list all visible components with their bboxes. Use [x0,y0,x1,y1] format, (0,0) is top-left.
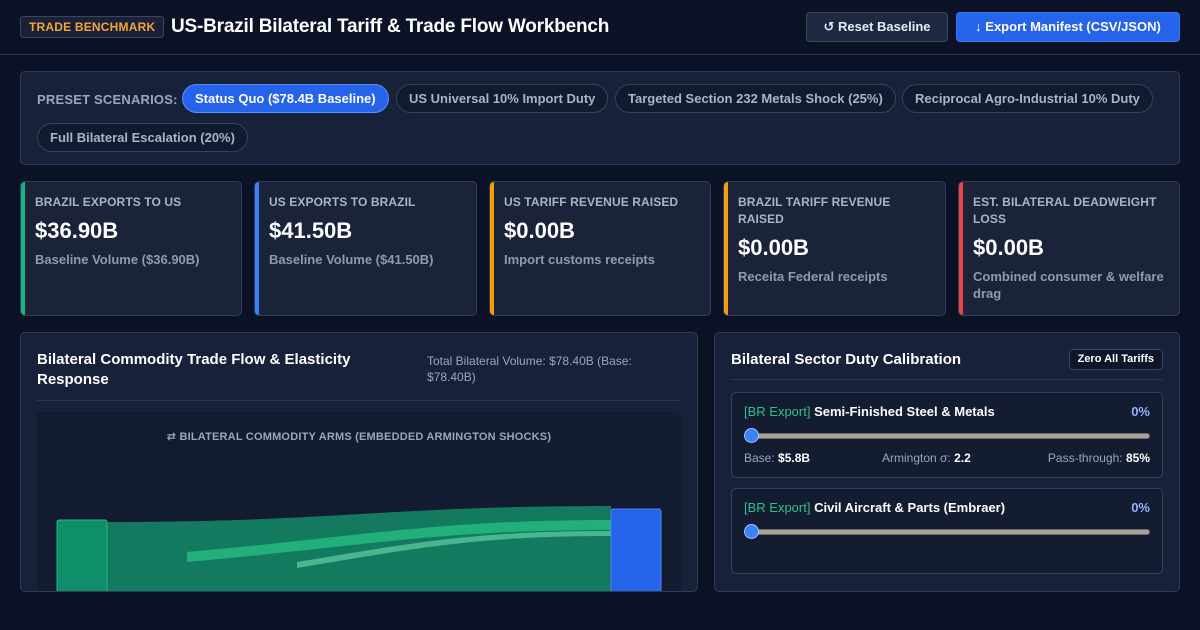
kpi-brazil-tariff-revenue: BRAZIL TARIFF REVENUE RAISED $0.00B Rece… [723,181,946,316]
kpi-subtext: Baseline Volume ($36.90B) [35,252,200,267]
sector-title: [BR Export] Semi-Finished Steel & Metals [744,404,995,419]
sector-duty-pct: 0% [1131,500,1150,515]
kpi-label: BRAZIL TARIFF REVENUE RAISED [738,195,891,226]
sankey-caption: ⇄ BILATERAL COMMODITY ARMS (EMBEDDED ARM… [166,431,552,443]
sector-title: [BR Export] Civil Aircraft & Parts (Embr… [744,500,1005,515]
kpi-subtext: Import customs receipts [504,252,655,267]
kpi-accent-bar [255,182,259,315]
kpi-us-exports: US EXPORTS TO BRAZIL $41.50B Baseline Vo… [254,181,477,316]
armington-label: Armington σ: [882,451,951,465]
brand-badge: TRADE BENCHMARK [20,16,165,38]
base-label: Base: [744,451,775,465]
preset-chip-status-quo[interactable]: Status Quo ($78.4B Baseline) [182,84,389,113]
kpi-label: EST. BILATERAL DEADWEIGHT LOSS [973,195,1157,226]
sector-tag: [BR Export] [744,500,811,515]
node-brazil [56,519,108,591]
preset-scenarios-panel: PRESET SCENARIOS: Status Quo ($78.4B Bas… [20,71,1180,165]
kpi-subtext: Baseline Volume ($41.50B) [269,252,434,267]
presets-label: PRESET SCENARIOS: [37,92,178,107]
kpi-us-tariff-revenue: US TARIFF REVENUE RAISED $0.00B Import c… [489,181,711,316]
kpi-deadweight-loss: EST. BILATERAL DEADWEIGHT LOSS $0.00B Co… [958,181,1180,316]
base-value: $5.8B [778,451,811,465]
kpi-subtext: Receita Federal receipts [738,269,888,284]
kpi-value: $36.90B [35,218,119,243]
trade-flow-panel: Bilateral Commodity Trade Flow & Elastic… [20,332,698,592]
kpi-value: $0.00B [973,235,1044,260]
top-bar: TRADE BENCHMARK US-Brazil Bilateral Tari… [0,0,1200,55]
kpi-label: US EXPORTS TO BRAZIL [269,195,416,209]
duty-slider-track[interactable] [746,433,1150,439]
sector-pass-through: Pass-through: 85% [1048,451,1150,465]
app-title: US-Brazil Bilateral Tariff & Trade Flow … [171,16,610,37]
preset-chip-us-universal-duty[interactable]: US Universal 10% Import Duty [396,84,609,113]
kpi-label: BRAZIL EXPORTS TO US [35,195,182,209]
kpi-brazil-exports: BRAZIL EXPORTS TO US $36.90B Baseline Vo… [20,181,242,316]
preset-chip-full-escalation[interactable]: Full Bilateral Escalation (20%) [37,123,248,152]
zero-all-tariffs-button[interactable]: Zero All Tariffs [1068,349,1163,370]
kpi-accent-bar [724,182,728,315]
kpi-label: US TARIFF REVENUE RAISED [504,195,679,209]
sankey-flow-area: ⇄ BILATERAL COMMODITY ARMS (EMBEDDED ARM… [37,412,681,591]
trade-flow-title: Bilateral Commodity Trade Flow & Elastic… [37,351,351,388]
duty-slider-thumb[interactable] [744,524,759,539]
kpi-value: $41.50B [269,218,353,243]
preset-chip-section-232[interactable]: Targeted Section 232 Metals Shock (25%) [615,84,896,113]
duty-slider-thumb[interactable] [744,428,759,443]
sector-base: Base: $5.8B [744,451,810,465]
sector-name: Civil Aircraft & Parts (Embraer) [814,500,1006,515]
kpi-accent-bar [21,182,25,315]
duty-calibration-title: Bilateral Sector Duty Calibration [731,351,962,368]
flow-band-agro [297,531,611,568]
flow-band-aircraft [187,520,611,562]
flow-band-steel [107,506,611,591]
duty-slider-track[interactable] [746,529,1150,535]
panel-divider [37,400,681,401]
kpi-accent-bar [490,182,494,315]
sector-card-aircraft: [BR Export] Civil Aircraft & Parts (Embr… [731,488,1163,574]
duty-calibration-panel: Bilateral Sector Duty Calibration Zero A… [714,332,1180,592]
node-us [610,508,662,591]
pass-through-value: 85% [1125,451,1150,465]
sector-armington: Armington σ: 2.2 [882,451,971,465]
panel-divider [731,379,1163,380]
reset-baseline-button[interactable]: ↺ Reset Baseline [806,12,948,42]
kpi-subtext: Combined consumer & welfare drag [973,269,1164,301]
kpi-accent-bar [959,182,963,315]
sector-duty-pct: 0% [1131,404,1150,419]
sector-name: Semi-Finished Steel & Metals [814,404,995,419]
kpi-value: $0.00B [504,218,575,243]
preset-chip-reciprocal-agro[interactable]: Reciprocal Agro-Industrial 10% Duty [902,84,1153,113]
sector-tag: [BR Export] [744,404,811,419]
sector-card-steel: [BR Export] Semi-Finished Steel & Metals… [731,392,1163,478]
kpi-value: $0.00B [738,235,809,260]
armington-value: 2.2 [954,451,971,465]
pass-through-label: Pass-through: [1047,451,1123,465]
total-volume-note: Total Bilateral Volume: $78.40B (Base: $… [427,354,632,384]
export-manifest-button[interactable]: ↓ Export Manifest (CSV/JSON) [956,12,1180,42]
sankey-diagram [56,506,662,591]
